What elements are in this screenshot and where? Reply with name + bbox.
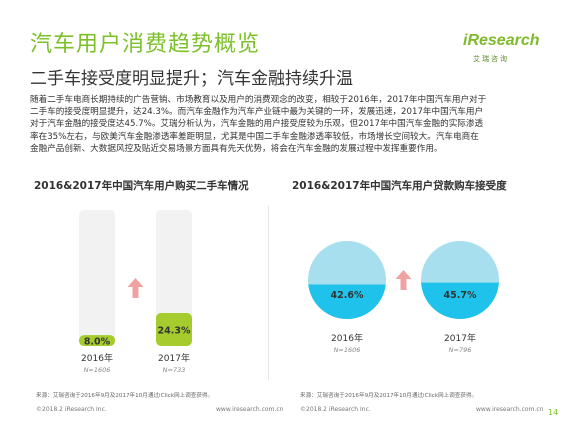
body-paragraph: 随着二手车电商长期持续的广告营销、市场教育以及用户的消费观念的改变，相较于201…	[30, 94, 540, 155]
pie-value-label: 45.7%	[444, 290, 477, 301]
sample-size-label: N=1606	[334, 346, 361, 354]
x-tick-label: 2017年	[158, 352, 190, 364]
x-tick-label: 2017年	[444, 332, 476, 344]
up-arrow-icon	[127, 278, 144, 298]
footer-url-left[interactable]: www.iresearch.com.cn	[216, 406, 284, 413]
source-note-left: 来源：艾瑞咨询于2016年9月及2017年10月通过iClick网上调查获得。	[36, 393, 214, 399]
sample-size-label: N=1606	[84, 366, 111, 374]
bar-chart-title: 2016&2017年中国汽车用户购买二手车情况	[34, 180, 249, 192]
bar-value-label: 8.0%	[84, 337, 111, 348]
up-arrow-shape	[127, 278, 144, 298]
up-arrow-shape	[395, 270, 412, 290]
up-arrow-icon	[395, 270, 412, 290]
pie-filled-slice	[308, 284, 386, 319]
logo-wordmark: iResearch	[463, 32, 540, 49]
pie-filled-slice	[421, 282, 499, 320]
body-line: 随着二手车电商长期持续的广告营销、市场教育以及用户的消费观念的改变，相较于201…	[30, 95, 487, 105]
logo-subtext: 艾瑞咨询	[473, 55, 509, 63]
used-car-bar-chart: 8.0% 2016年 N=1606 24.3% 2017年 N=733	[79, 210, 192, 374]
page-title: 汽车用户消费趋势概览	[30, 32, 261, 57]
bar	[79, 335, 115, 346]
page-subtitle: 二手车接受度明显提升；汽车金融持续升温	[30, 69, 353, 89]
x-tick-label: 2016年	[81, 352, 113, 364]
footer-copyright-left: ©2018.2 iResearch Inc.	[36, 406, 107, 413]
footer-copyright-right: ©2018.2 iResearch Inc.	[300, 406, 371, 413]
bar-track	[156, 210, 192, 346]
sample-size-label: N=733	[163, 366, 186, 374]
body-line: 率在35%左右，与欧美汽车金融渗透率差距明显，尤其是中国二手车金融渗透率较低，市…	[30, 131, 479, 142]
body-line: 金融产品创新、大数据风控及贴近交易场景方面具有先天优势，将会在汽车金融的发展过程…	[30, 143, 443, 154]
iresearch-logo: iResearch 艾瑞咨询	[463, 32, 543, 72]
source-note-right: 来源：艾瑞咨询于2016年9月及2017年10月通过iClick网上调查获得。	[300, 393, 478, 399]
bar-track	[79, 210, 115, 346]
footer-url-right[interactable]: www.iresearch.com.cn	[476, 406, 544, 413]
page-number: 14	[548, 408, 559, 417]
x-tick-label: 2016年	[331, 332, 363, 344]
bar	[156, 312, 192, 346]
body-line: 对于汽车金融的接受度达45.7%。艾瑞分析认为，汽车金融的用户接受度较为乐观，但…	[30, 119, 484, 130]
panel-divider	[268, 206, 269, 380]
body-line: 二手车的接受度明显提升，达24.3%。而汽车金融作为汽车产业链中最为关键的一环，…	[30, 107, 484, 118]
loan-acceptance-pie-chart: 42.6% 2016年 N=1606 45.7% 2017年 N=796	[308, 241, 499, 354]
pie-value-label: 42.6%	[331, 290, 364, 301]
pie-chart-title: 2016&2017年中国汽车用户贷款购车接受度	[292, 180, 507, 192]
bar-value-label: 24.3%	[158, 325, 191, 336]
sample-size-label: N=796	[449, 346, 472, 354]
